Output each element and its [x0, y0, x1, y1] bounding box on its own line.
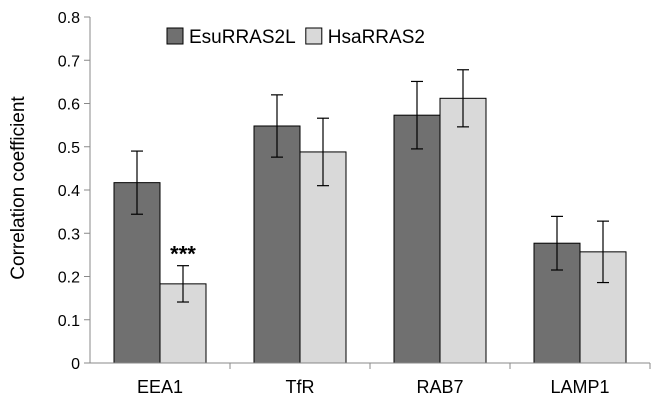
y-tick-label: 0.5 [58, 140, 80, 157]
y-tick-label: 0.1 [58, 313, 80, 330]
error-bars [131, 69, 609, 303]
legend: EsuRRAS2L HsaRRAS2 [166, 27, 425, 48]
bar-hsarras2-rab7 [439, 97, 487, 364]
bar-esurras2l-tfr [253, 125, 301, 364]
y-tick-label: 0.7 [58, 53, 80, 70]
y-tick-label: 0.2 [58, 270, 80, 287]
bars [113, 97, 627, 364]
y-tick-label: 0 [71, 356, 80, 373]
y-tick-label: 0.3 [58, 226, 80, 243]
x-category-label: TfR [286, 377, 315, 397]
y-tick-label: 0.6 [58, 97, 80, 114]
axes [89, 17, 651, 369]
x-axis-category-labels: EEA1 TfR RAB7 LAMP1 [137, 377, 610, 397]
legend-swatch-hsarras2 [305, 27, 323, 45]
bar-esurras2l-rab7 [393, 114, 441, 364]
legend-label-esurras2l: EsuRRAS2L [189, 27, 296, 48]
x-category-label: RAB7 [416, 377, 463, 397]
annotations: *** [170, 242, 196, 267]
x-category-label: EEA1 [137, 377, 183, 397]
x-category-label: LAMP1 [550, 377, 609, 397]
legend-label-hsarras2: HsaRRAS2 [328, 27, 425, 48]
y-tick-label: 0.4 [58, 183, 80, 200]
y-axis-ticks: 0 0.1 0.2 0.3 0.4 0.5 0.6 0.7 0.8 [58, 10, 90, 373]
y-axis-title-group: Correlation coefficient [8, 96, 29, 280]
y-axis-title: Correlation coefficient [8, 96, 29, 280]
significance-annotation: *** [170, 242, 196, 267]
legend-swatch-esurras2l [166, 27, 184, 45]
y-tick-label: 0.8 [58, 10, 80, 27]
